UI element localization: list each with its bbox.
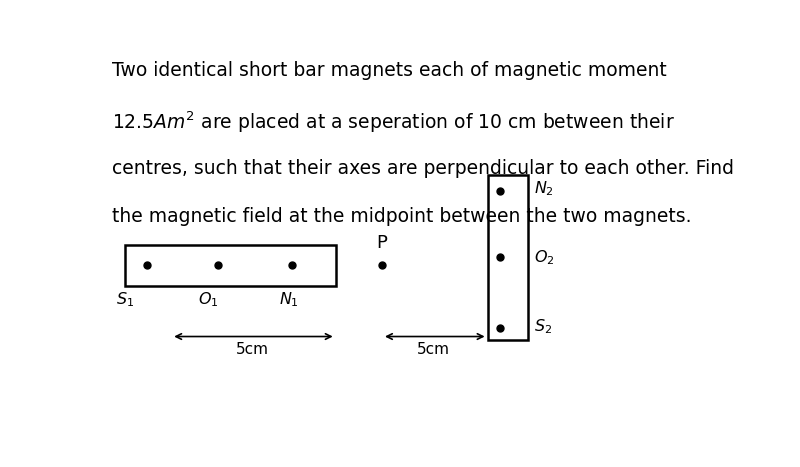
Text: $S_1$: $S_1$ (116, 290, 134, 309)
Text: centres, such that their axes are perpendicular to each other. Find: centres, such that their axes are perpen… (112, 158, 734, 177)
Text: $S_2$: $S_2$ (534, 318, 552, 336)
Text: $O_1$: $O_1$ (198, 290, 218, 309)
Text: $N_2$: $N_2$ (534, 180, 554, 198)
Text: the magnetic field at the midpoint between the two magnets.: the magnetic field at the midpoint betwe… (112, 207, 692, 226)
Text: $N_1$: $N_1$ (279, 290, 299, 309)
Text: Two identical short bar magnets each of magnetic moment: Two identical short bar magnets each of … (112, 62, 667, 80)
Bar (487, 175, 528, 340)
Text: $\mathit{12.5Am^2}$ are placed at a seperation of 10 cm between their: $\mathit{12.5Am^2}$ are placed at a sepe… (112, 110, 675, 135)
Text: 5cm: 5cm (417, 342, 450, 357)
Text: $O_2$: $O_2$ (534, 249, 554, 268)
Bar (125, 245, 336, 286)
Text: P: P (377, 234, 387, 252)
Text: 5cm: 5cm (235, 342, 268, 357)
